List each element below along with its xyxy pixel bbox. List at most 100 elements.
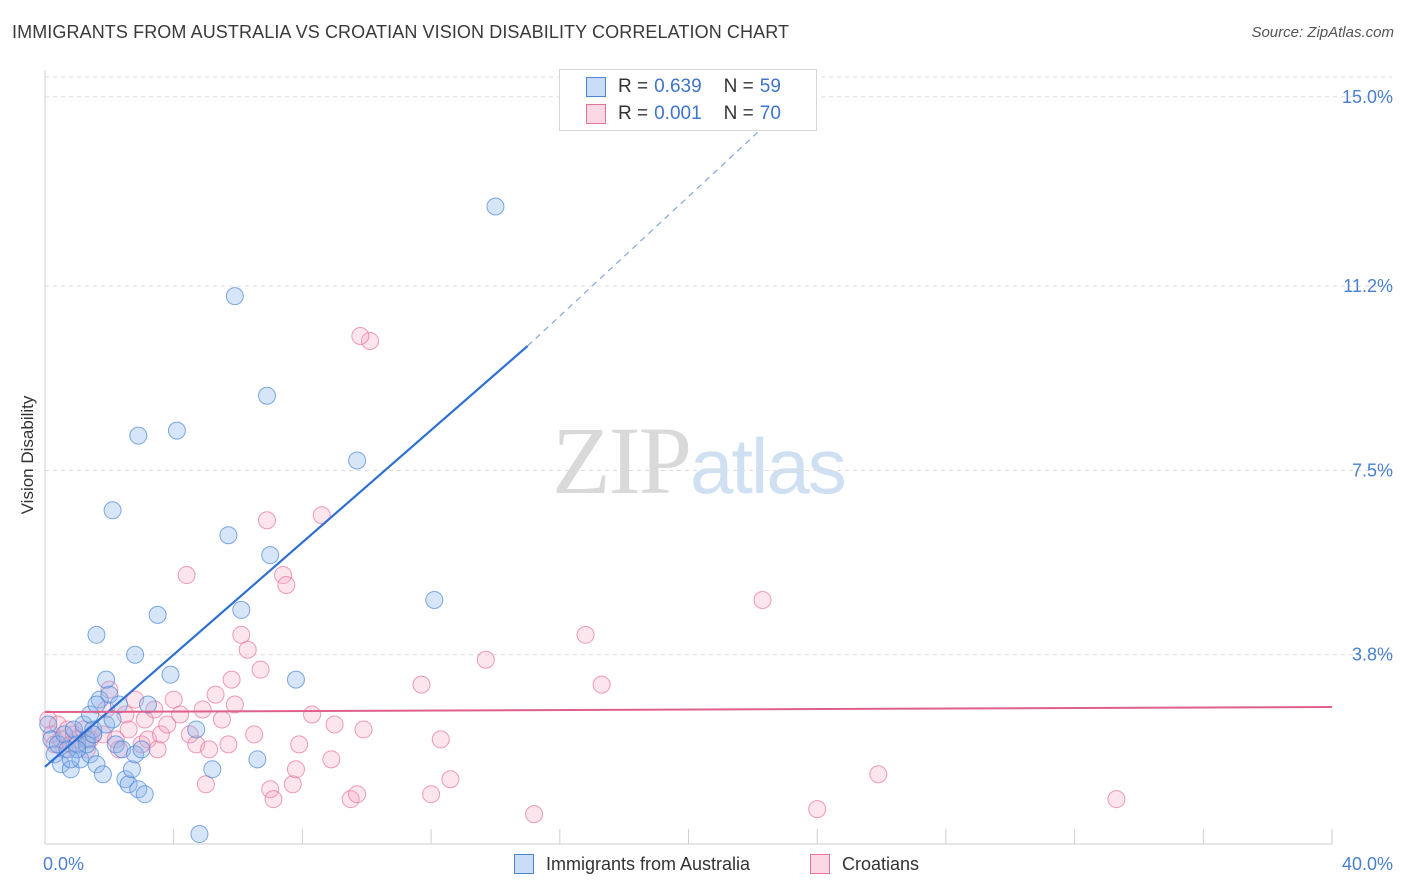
australia-point [97,670,116,689]
legend-swatch-pink [586,104,606,124]
croatian-point [322,750,341,769]
australia-point [348,451,367,470]
croatian-point [151,725,170,744]
croatian-point [303,705,322,724]
australia-point [225,287,244,306]
australia-point [161,665,180,684]
croatian-point [171,705,190,724]
croatian-point [348,785,367,804]
australia-point [119,775,138,794]
croatian-point [200,740,219,759]
croatian-point [753,590,772,609]
croatian-point [206,685,225,704]
australia-point [110,695,129,714]
australia-point [135,785,154,804]
legend-row-croatians: R = 0.001 N = 70 [586,103,781,125]
australia-point [100,685,119,704]
australia-point [48,735,67,754]
croatian-point [212,710,231,729]
croatian-point [354,720,373,739]
watermark-zip: ZIP [552,407,692,514]
legend-n-value: 70 [759,103,781,124]
australia-point [93,765,112,784]
croatian-point [164,690,183,709]
croatian-point [251,660,270,679]
croatian-point [422,785,441,804]
legend-swatch-blue [586,77,606,97]
australia-point [87,625,106,644]
australia-point [286,670,305,689]
croatian-point [238,640,257,659]
australia-point [203,760,222,779]
croatian-point [232,625,251,644]
australia-point [68,740,87,759]
australia-point [58,740,77,759]
australia-trendline-extension [527,121,770,347]
legend-r-label: R = [618,76,649,97]
legend-r-value: 0.001 [654,103,702,124]
australia-point [486,197,505,216]
croatian-point [351,326,370,345]
x-tick-label: 0.0% [43,854,84,874]
australia-point [219,526,238,545]
watermark-atlas: atlas [690,422,847,510]
bottom-legend-croatians: Croatians [810,852,919,876]
croatian-point [219,735,238,754]
source-label: Source: ZipAtlas.com [1251,24,1394,41]
australia-point [55,725,74,744]
legend-r-value: 0.639 [654,76,702,97]
croatian-point [1107,790,1126,809]
x-tick-label: 40.0% [1342,854,1393,874]
croatian-point [222,670,241,689]
croatian-point [158,715,177,734]
australia-point [61,750,80,769]
bottom-legend-label: Immigrants from Australia [546,853,751,874]
australia-point [81,705,100,724]
croatian-point [360,331,379,350]
australia-trendline [44,345,529,768]
australia-point [103,501,122,520]
y-tick-label: 7.5% [1352,460,1393,480]
australia-point [248,750,267,769]
croatian-point [39,710,58,729]
croatian-point [412,675,431,694]
australia-point [232,600,251,619]
australia-point [77,735,96,754]
croatian-point [42,725,61,744]
croatian-point [476,650,495,669]
croatian-point [290,735,309,754]
chart-title: IMMIGRANTS FROM AUSTRALIA VS CROATIAN VI… [12,22,790,42]
australia-point [39,715,58,734]
croatian-point [277,576,296,595]
australia-point [187,720,206,739]
bottom-legend-swatch-blue [514,854,534,874]
croatian-point [325,715,344,734]
legend: R = 0.639 N = 59 R = 0.001 N = 70 [559,69,817,131]
croatian-point [576,625,595,644]
australia-point [132,740,151,759]
australia-point [167,421,186,440]
australia-point [87,695,106,714]
australia-point [61,760,80,779]
croatian-point [274,566,293,585]
australia-point [64,720,83,739]
legend-n-label: N = [723,76,754,97]
croatian-point [77,740,96,759]
croatian-point [119,720,138,739]
australia-point [261,546,280,565]
croatian-point [177,566,196,585]
croatian-point [441,770,460,789]
croatian-point [283,775,302,794]
croatian-point [245,725,264,744]
croatian-point [106,730,125,749]
australia-point [425,590,444,609]
legend-row-australia: R = 0.639 N = 59 [586,76,781,98]
croatian-point [312,506,331,525]
croatian-point [48,715,67,734]
australia-point [258,386,277,405]
y-tick-label: 11.2% [1343,276,1393,296]
australia-point [129,426,148,445]
croatian-point [148,740,167,759]
croatian-point [196,775,215,794]
